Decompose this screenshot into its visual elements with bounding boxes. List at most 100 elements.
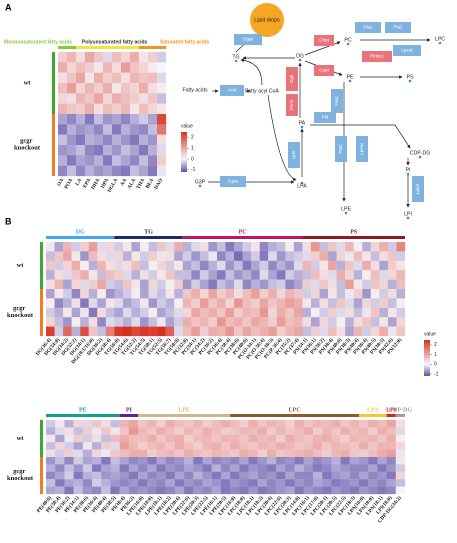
heatmap-cell	[387, 317, 397, 327]
heatmap-cell	[379, 242, 389, 252]
heatmap-cell	[276, 434, 286, 443]
heatmap-cell	[259, 326, 269, 337]
heatmap-cell	[148, 317, 158, 327]
heatmap-cell	[387, 242, 397, 252]
heatmap-cell	[128, 479, 139, 487]
heatmap-cell	[368, 479, 378, 487]
heatmap-cell	[349, 420, 360, 428]
heatmap-cell	[165, 298, 175, 308]
heatmap-cell	[266, 434, 277, 443]
heatmap-cell	[110, 471, 120, 480]
heatmap-cell	[336, 289, 346, 299]
heatmap-cell	[230, 434, 240, 443]
heatmap-cell	[230, 442, 240, 450]
heatmap-cell	[312, 442, 323, 450]
heatmap-cell	[138, 479, 148, 487]
heatmap-cell	[349, 479, 360, 487]
heatmap-cell	[216, 317, 226, 327]
heatmap-cell	[157, 72, 167, 84]
heatmap-cell	[63, 260, 72, 271]
heatmap-cell	[242, 298, 252, 308]
metabolite-dot	[438, 41, 442, 45]
heatmap-cell	[379, 251, 389, 261]
heatmap-cell	[199, 242, 209, 252]
heatmap-cell	[251, 242, 260, 252]
heatmap-cell	[379, 298, 389, 308]
heatmap-cell	[148, 72, 158, 84]
heatmap-cell	[242, 260, 252, 271]
heatmap-cell	[395, 420, 406, 428]
heatmap-cell	[131, 298, 141, 308]
heatmap-cell	[239, 479, 249, 487]
heatmap-cell	[395, 434, 406, 443]
metabolite-label: PC	[344, 37, 351, 43]
heatmap-cell	[138, 449, 148, 458]
heatmap-cell	[148, 93, 158, 104]
heatmap-cell	[73, 427, 83, 435]
column-group-label: LPC	[289, 407, 301, 413]
heatmap-cell	[322, 471, 332, 480]
heatmap-cell	[71, 260, 81, 271]
heatmap-cell	[54, 260, 64, 271]
heatmap-cell	[216, 326, 226, 337]
heatmap-cell	[76, 72, 86, 84]
heatmap-cell	[119, 449, 129, 458]
column-group-bar	[386, 414, 396, 417]
heatmap-cell	[130, 93, 140, 104]
heatmap-cell	[268, 307, 277, 318]
heatmap-cell	[114, 289, 124, 299]
heatmap-cell	[276, 317, 286, 327]
heatmap-cell	[268, 251, 277, 261]
heatmap-cell	[370, 279, 380, 290]
heatmap-cell	[345, 279, 354, 290]
heatmap-cell	[257, 486, 268, 495]
heatmap-cell	[105, 326, 115, 337]
heatmap-cell	[386, 464, 396, 472]
heatmap-cell	[294, 479, 304, 487]
legend-tick-label: 1	[434, 352, 437, 358]
heatmap-cell	[268, 326, 277, 337]
heatmap-cell	[340, 464, 350, 472]
heatmap-cell	[386, 442, 396, 450]
heatmap-cell	[55, 434, 65, 443]
metabolite-dot	[346, 42, 350, 46]
heatmap-cell	[293, 298, 303, 308]
heatmap-cell	[268, 279, 277, 290]
enzyme-box	[286, 67, 298, 91]
heatmap-cell	[46, 298, 55, 308]
column-group-bar	[114, 236, 183, 239]
heatmap-cell	[377, 486, 387, 495]
heatmap-cell	[211, 420, 222, 428]
heatmap-cell	[157, 270, 166, 280]
heatmap-cell	[370, 298, 380, 308]
heatmap-cell	[103, 145, 113, 156]
heatmap-cell	[248, 486, 258, 495]
heatmap-cell	[76, 52, 86, 63]
heatmap-cell	[362, 298, 371, 308]
heatmap-cell	[331, 479, 341, 487]
heatmap-cell	[211, 486, 222, 495]
heatmap-cell	[80, 326, 89, 337]
heatmap-cell	[122, 289, 132, 299]
row-group-label: gcgr knockout	[7, 468, 34, 482]
heatmap-cell	[268, 298, 277, 308]
heatmap-cell	[387, 289, 397, 299]
heatmap-cell	[184, 420, 194, 428]
heatmap-cell	[73, 471, 83, 480]
heatmap-cell	[349, 486, 360, 495]
heatmap-cell	[285, 471, 295, 480]
heatmap-cell	[396, 326, 406, 337]
heatmap-cell	[174, 434, 185, 443]
heatmap-cell	[73, 457, 83, 465]
column-group-label: LPE	[178, 407, 190, 413]
heatmap-cell	[101, 464, 111, 472]
heatmap-cell	[112, 62, 122, 73]
heatmap-cell	[387, 260, 397, 271]
column-group-bar	[358, 414, 387, 417]
heatmap-cell	[368, 442, 378, 450]
heatmap-cell	[148, 270, 158, 280]
heatmap-cell	[336, 242, 346, 252]
heatmap-cell	[257, 457, 268, 465]
heatmap-cell	[230, 471, 240, 480]
heatmap-cell	[310, 270, 320, 280]
